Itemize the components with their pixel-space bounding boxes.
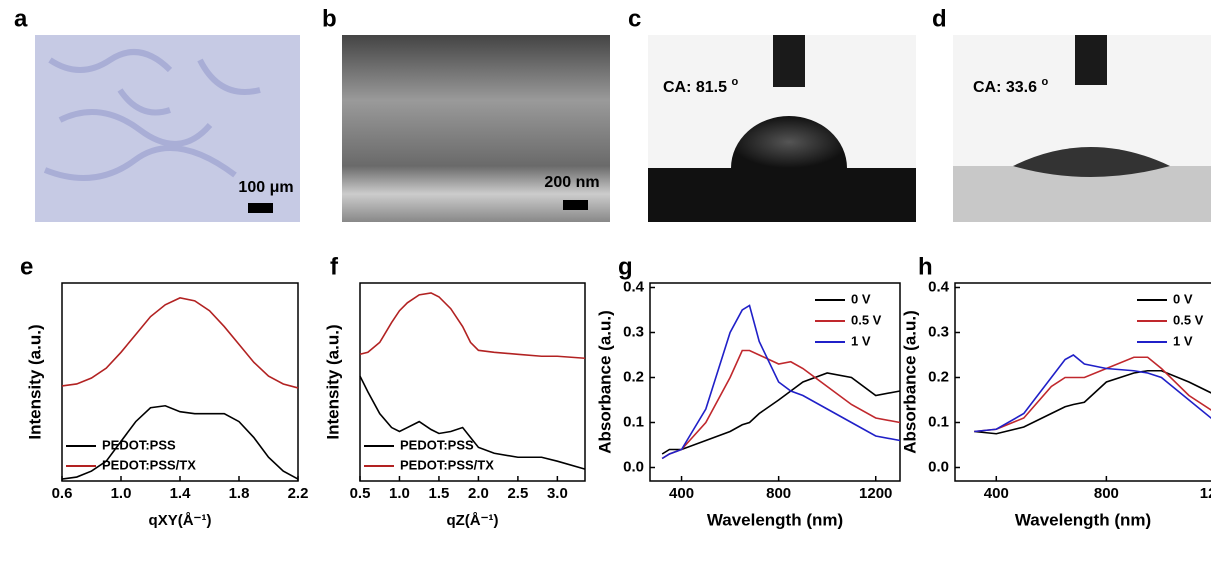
panel-c: CA: 81.5 o c bbox=[628, 5, 916, 222]
legend-label: 0 V bbox=[851, 291, 871, 306]
legend-label: PEDOT:PSS bbox=[102, 437, 176, 452]
x-tick-label: 400 bbox=[669, 485, 694, 502]
x-tick-label: 0.5 bbox=[350, 485, 371, 502]
contact-angle: CA: 33.6 o bbox=[973, 76, 1048, 96]
plot-frame bbox=[954, 282, 1211, 482]
series-line bbox=[61, 297, 299, 389]
panel-label: e bbox=[20, 253, 33, 280]
x-tick-label: 1.0 bbox=[389, 485, 410, 502]
series-line bbox=[661, 304, 901, 460]
series-line bbox=[61, 404, 299, 480]
series-line bbox=[359, 292, 586, 360]
x-axis-label: Wavelength (nm) bbox=[1015, 510, 1151, 529]
x-tick-label: 3.0 bbox=[547, 485, 568, 502]
series-line bbox=[974, 369, 1211, 435]
panel-label: c bbox=[628, 5, 641, 32]
plot-frame bbox=[649, 282, 901, 482]
x-axis-label: qZ(Å⁻¹) bbox=[446, 512, 498, 529]
panel-b: 200 nm b bbox=[322, 5, 610, 222]
panel-label: a bbox=[14, 5, 28, 32]
x-tick-label: 0.6 bbox=[52, 485, 73, 502]
y-tick-label: 0.2 bbox=[928, 368, 949, 385]
x-tick-label: 1.5 bbox=[429, 485, 450, 502]
chart: e 0.6 1.0 1.4 1.8 2.2 qXY(Å⁻¹) Intensity (a.u.)… bbox=[20, 253, 308, 529]
y-tick-label: 0.1 bbox=[623, 413, 644, 430]
scale-label: 200 nm bbox=[544, 174, 599, 191]
y-tick-label: 0.3 bbox=[928, 323, 949, 340]
scale-bar bbox=[563, 200, 588, 210]
x-tick-label: 2.5 bbox=[507, 485, 528, 502]
y-axis-label: Intensity (a.u.) bbox=[25, 324, 44, 439]
droplet bbox=[1013, 147, 1170, 177]
x-axis-label: Wavelength (nm) bbox=[707, 510, 843, 529]
plot-frame bbox=[61, 282, 299, 482]
y-axis-label: Absorbance (a.u.) bbox=[595, 310, 614, 454]
y-tick-label: 0.2 bbox=[623, 368, 644, 385]
x-tick-label: 400 bbox=[984, 485, 1009, 502]
y-tick-label: 0.4 bbox=[928, 278, 950, 295]
legend-label: 0.5 V bbox=[1173, 312, 1204, 327]
contact-angle: CA: 81.5 o bbox=[663, 76, 738, 96]
scale-bar bbox=[248, 203, 273, 213]
x-tick-label: 1.4 bbox=[170, 485, 192, 502]
droplet bbox=[731, 116, 847, 168]
panel-label: b bbox=[322, 5, 337, 32]
series-line bbox=[974, 354, 1211, 433]
y-tick-label: 0.0 bbox=[623, 458, 644, 475]
x-axis-label: qXY(Å⁻¹) bbox=[149, 512, 212, 529]
panel-label: f bbox=[330, 253, 339, 280]
series-line bbox=[661, 372, 901, 455]
y-tick-label: 0.0 bbox=[928, 458, 949, 475]
panel-label: d bbox=[932, 5, 947, 32]
y-tick-label: 0.4 bbox=[623, 278, 645, 295]
legend-label: PEDOT:PSS/TX bbox=[400, 457, 494, 472]
y-axis-label: Absorbance (a.u.) bbox=[900, 310, 919, 454]
x-tick-label: 2.0 bbox=[468, 485, 489, 502]
y-axis-label: Intensity (a.u.) bbox=[323, 324, 342, 439]
legend-label: 0.5 V bbox=[851, 312, 882, 327]
legend-label: 0 V bbox=[1173, 291, 1193, 306]
y-tick-label: 0.1 bbox=[928, 413, 949, 430]
legend-label: 1 V bbox=[1173, 333, 1193, 348]
chart: f 0.5 1.0 1.5 2.0 2.5 3.0 qZ(Å⁻¹) Intensity (a.u… bbox=[323, 253, 586, 529]
x-tick-label: 1.8 bbox=[229, 485, 250, 502]
texture bbox=[43, 49, 261, 181]
series-line bbox=[974, 356, 1211, 433]
panel-d: CA: 33.6 o d bbox=[932, 5, 1211, 222]
chart: h 400 800 1200 0.0 0.1 0.2 0.3 0.4 Wavelength (nm… bbox=[900, 253, 1211, 529]
series-line bbox=[359, 375, 586, 470]
scale-label: 100 μm bbox=[238, 179, 293, 196]
x-tick-label: 800 bbox=[1094, 485, 1119, 502]
panel-a: 100 μm a bbox=[14, 5, 300, 222]
sem-image bbox=[342, 35, 610, 222]
substrate bbox=[648, 168, 916, 222]
series-line bbox=[661, 349, 901, 460]
chart: g 400 800 1200 0.0 0.1 0.2 0.3 0.4 Wavelength (nm… bbox=[595, 253, 901, 529]
x-tick-label: 1200 bbox=[859, 485, 892, 502]
legend-label: PEDOT:PSS/TX bbox=[102, 457, 196, 472]
x-tick-label: 1200 bbox=[1200, 485, 1211, 502]
panel-label: h bbox=[918, 253, 933, 280]
plot-frame bbox=[359, 282, 586, 482]
panel-label: g bbox=[618, 253, 633, 280]
legend-label: PEDOT:PSS bbox=[400, 437, 474, 452]
x-tick-label: 2.2 bbox=[288, 485, 309, 502]
x-tick-label: 800 bbox=[766, 485, 791, 502]
x-tick-label: 1.0 bbox=[111, 485, 132, 502]
legend-label: 1 V bbox=[851, 333, 871, 348]
y-tick-label: 0.3 bbox=[623, 323, 644, 340]
needle bbox=[1075, 35, 1107, 85]
needle bbox=[773, 35, 805, 87]
